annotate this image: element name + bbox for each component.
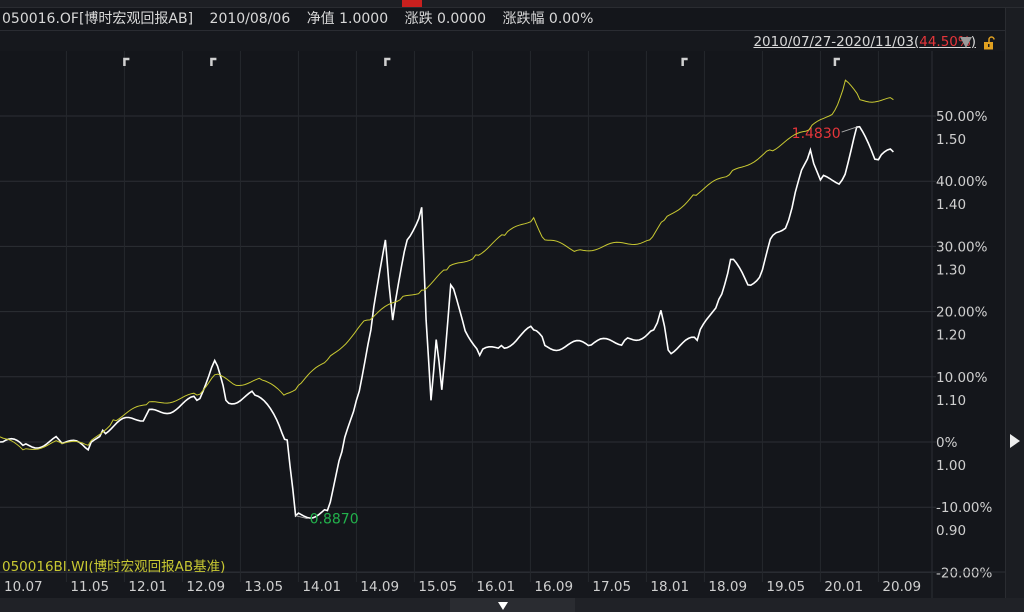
min-leader-line (295, 515, 308, 520)
x-tick-label: 18.09 (708, 579, 747, 595)
right-panel-toggle[interactable] (1005, 8, 1024, 598)
x-tick-label: 18.01 (650, 579, 689, 595)
x-tick-label: 16.01 (476, 579, 515, 595)
active-tab-indicator[interactable] (402, 0, 422, 7)
y-tick-pct: 30.00% (936, 239, 988, 255)
x-tick-label: 20.09 (882, 579, 921, 595)
y-tick-pct: 20.00% (936, 305, 988, 321)
y-tick-nav: 0.90 (936, 523, 966, 539)
x-tick-label: 14.01 (302, 579, 341, 595)
y-tick-nav: 1.50 (936, 132, 966, 148)
nav-value: 净值 1.0000 (306, 11, 389, 27)
max-leader-line (841, 126, 857, 133)
x-tick-label: 13.05 (244, 579, 283, 595)
y-tick-pct: -10.00% (936, 500, 993, 516)
y-tick-pct: 0% (936, 435, 958, 451)
benchmark-legend: 050016BI.WI(博时宏观回报AB基准) (2, 559, 226, 575)
x-tick-label: 16.09 (534, 579, 573, 595)
y-tick-pct: 40.00% (936, 174, 988, 190)
fund-name: 050016.OF[博时宏观回报AB] (2, 11, 194, 27)
bottom-panel-tab[interactable] (450, 598, 575, 612)
toolbar-strip (0, 0, 1024, 8)
x-tick-label: 12.09 (186, 579, 225, 595)
date-range-selector[interactable]: 2010/07/27-2020/11/03(44.50%) (753, 34, 976, 50)
dropdown-icon[interactable] (960, 37, 972, 48)
change-value: 涨跌 0.0000 (404, 11, 487, 27)
event-marker-icon (123, 57, 130, 66)
event-marker-icon (210, 57, 217, 66)
lock-icon[interactable] (983, 36, 995, 50)
y-tick-nav: 1.10 (936, 393, 966, 409)
event-marker-icon (833, 57, 840, 66)
range-return: 44.50% (919, 34, 971, 50)
x-tick-label: 15.05 (418, 579, 457, 595)
info-header: 050016.OF[博时宏观回报AB] 2010/08/06 净值 1.0000… (0, 8, 1005, 31)
y-tick-nav: 1.30 (936, 262, 966, 278)
x-tick-label: 20.01 (824, 579, 863, 595)
chart-area[interactable]: 50.00% 1.50 40.00% 1.40 30.00% 1.30 20.00% 1.20… (0, 0, 1005, 598)
x-tick-label: 19.05 (766, 579, 805, 595)
max-value-label: 1.4830 (792, 126, 841, 142)
y-tick-nav: 1.40 (936, 197, 966, 213)
bottom-bar (0, 598, 1024, 612)
range-text: 2010/07/27-2020/11/03( (753, 34, 920, 50)
y-tick-pct: 50.00% (936, 109, 988, 125)
event-marker-icon (681, 57, 688, 66)
event-marker-icon (384, 57, 391, 66)
nav-series-line (0, 125, 894, 519)
current-date: 2010/08/06 (209, 11, 291, 27)
x-tick-label: 11.05 (70, 579, 109, 595)
expand-right-icon[interactable] (1010, 434, 1020, 448)
benchmark-series-line (0, 79, 894, 451)
x-tick-label: 14.09 (360, 579, 399, 595)
x-tick-label: 17.05 (592, 579, 631, 595)
y-tick-pct: -20.00% (936, 565, 993, 581)
range-close: ) (970, 34, 976, 50)
x-tick-label: 12.01 (128, 579, 167, 595)
min-value-label: 0.8870 (310, 512, 359, 528)
change-pct-value: 涨跌幅 0.00% (502, 11, 594, 27)
expand-down-icon[interactable] (498, 602, 508, 610)
x-tick-label: 10.07 (4, 579, 43, 595)
y-tick-nav: 1.00 (936, 458, 966, 474)
y-tick-pct: 10.00% (936, 370, 988, 386)
y-tick-nav: 1.20 (936, 328, 966, 344)
